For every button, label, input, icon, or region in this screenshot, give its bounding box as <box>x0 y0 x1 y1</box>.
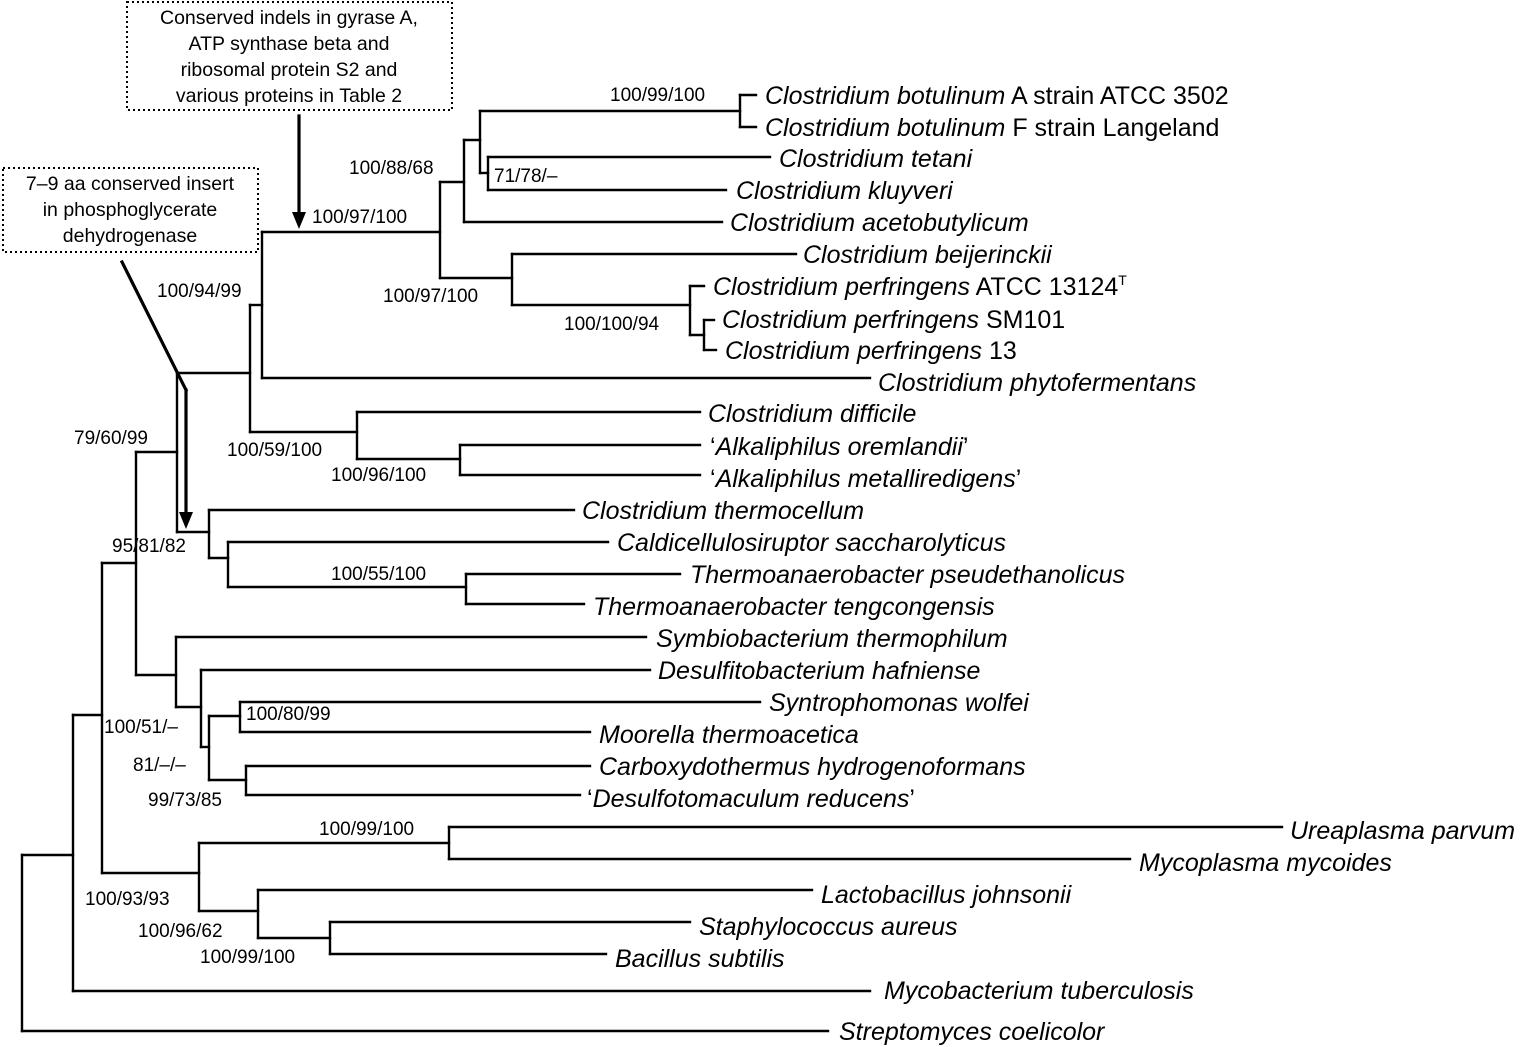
support-value: 100/99/100 <box>610 85 705 106</box>
tree-branches <box>20 93 1284 1033</box>
taxon-label: Moorella thermoacetica <box>599 721 859 749</box>
support-value: 100/100/94 <box>564 314 660 335</box>
taxon-label: ‘Alkaliphilus oremlandii’ <box>710 433 968 461</box>
taxon-label: Lactobacillus johnsonii <box>821 881 1073 909</box>
taxon-label: Clostridium phytofermentans <box>878 369 1196 397</box>
taxon-label: Clostridium acetobutylicum <box>730 209 1029 237</box>
support-value: 100/94/99 <box>157 281 242 302</box>
taxon-label: Thermoanaerobacter tengcongensis <box>593 593 995 621</box>
taxon-label: Clostridium beijerinckii <box>803 241 1053 269</box>
support-value: 100/93/93 <box>85 889 170 910</box>
taxon-label: Syntrophomonas wolfei <box>769 689 1030 717</box>
taxon-label: Clostridium tetani <box>779 145 974 173</box>
support-value: 79/60/99 <box>74 428 148 449</box>
taxon-label: Clostridium perfringens ATCC 13124T <box>713 272 1127 301</box>
support-value: 100/80/99 <box>246 704 331 725</box>
taxon-label: Clostridium difficile <box>708 400 916 428</box>
support-value: 71/78/– <box>494 166 558 187</box>
taxon-label: Symbiobacterium thermophilum <box>656 625 1008 653</box>
taxon-label: Clostridium perfringens SM101 <box>722 306 1065 334</box>
taxon-label: Mycoplasma mycoides <box>1139 849 1392 877</box>
taxon-label: Bacillus subtilis <box>615 945 785 973</box>
taxon-label: Clostridium kluyveri <box>736 177 954 205</box>
support-value: 100/97/100 <box>312 207 407 228</box>
support-value: 100/99/100 <box>200 947 295 968</box>
gyrase-annotation-line: Conserved indels in gyrase A, <box>160 7 418 29</box>
support-value: 100/99/100 <box>319 819 414 840</box>
taxon-label: Clostridium thermocellum <box>582 497 864 525</box>
taxon-label: Staphylococcus aureus <box>699 913 957 941</box>
pgdh-pointer-arrow <box>119 259 193 529</box>
support-value: 99/73/85 <box>148 790 222 811</box>
gyrase-annotation-line: ribosomal protein S2 and <box>181 59 398 81</box>
pgdh-annotation-line: 7–9 aa conserved insert <box>26 173 235 195</box>
pgdh-annotation-line: dehydrogenase <box>63 225 197 247</box>
gyrase-annotation-line: ATP synthase beta and <box>189 33 390 55</box>
gyrase-indel-annotation: Conserved indels in gyrase A, ATP syntha… <box>126 1 453 111</box>
pgdh-insert-annotation: 7–9 aa conserved insert in phosphoglycer… <box>2 167 259 253</box>
taxon-label: Desulfitobacterium hafniense <box>658 657 980 685</box>
taxon-label: Clostridium perfringens 13 <box>725 337 1017 365</box>
support-value: 100/55/100 <box>331 564 426 585</box>
gyrase-annotation-line: various proteins in Table 2 <box>176 85 402 107</box>
pgdh-annotation-line: in phosphoglycerate <box>43 199 218 221</box>
support-value: 100/96/100 <box>331 465 426 486</box>
taxon-label: Carboxydothermus hydrogenoformans <box>599 753 1026 781</box>
taxon-label: Ureaplasma parvum <box>1290 817 1515 845</box>
taxon-label: Mycobacterium tuberculosis <box>884 977 1194 1005</box>
gyrase-pointer-arrow <box>292 114 306 229</box>
support-value: 100/88/68 <box>349 158 434 179</box>
support-value: 95/81/82 <box>112 536 186 557</box>
taxon-label: Caldicellulosiruptor saccharolyticus <box>617 529 1006 557</box>
taxon-label: Streptomyces coelicolor <box>839 1018 1106 1046</box>
support-value: 100/59/100 <box>227 440 322 461</box>
support-value: 100/96/62 <box>138 921 223 942</box>
taxon-label: ‘Alkaliphilus metalliredigens’ <box>710 465 1021 493</box>
taxon-label: Thermoanaerobacter pseudethanolicus <box>690 561 1125 589</box>
support-value: 100/97/100 <box>383 286 478 307</box>
taxon-label: ‘Desulfotomaculum reducens’ <box>587 785 915 813</box>
taxon-label: Clostridium botulinum F strain Langeland <box>765 114 1219 142</box>
support-value: 100/51/– <box>104 717 178 738</box>
support-value: 81/–/– <box>133 755 186 776</box>
taxon-label: Clostridium botulinum A strain ATCC 3502 <box>765 82 1229 110</box>
